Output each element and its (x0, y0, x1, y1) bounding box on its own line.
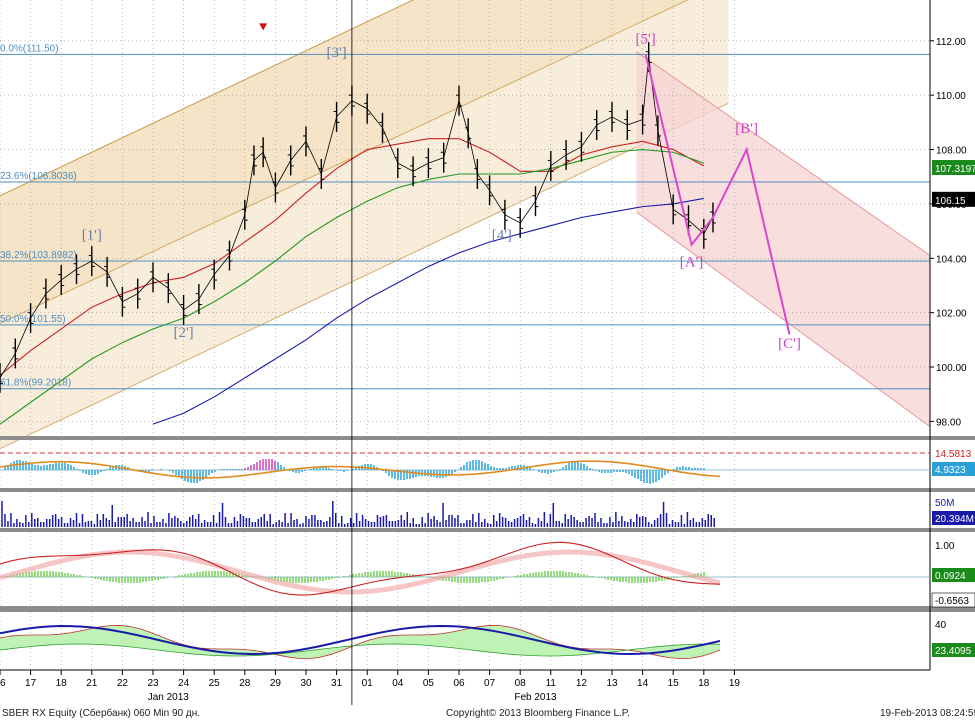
x-tick-label-6: 24 (178, 678, 190, 689)
x-tick-label-2: 18 (56, 678, 68, 689)
footer-center: Copyright© 2013 Bloomberg Finance L.P. (446, 708, 630, 719)
x-tick-label-22: 15 (668, 678, 680, 689)
x-tick-label-5: 23 (147, 678, 159, 689)
fib-label-0: 0.0%(111.50) (0, 43, 59, 54)
x-month-label-1: Feb 2013 (514, 692, 557, 703)
y-tick-label-2: 108.00 (936, 146, 967, 157)
y-tick-label-6: 100.00 (936, 363, 967, 374)
x-tick-label-23: 18 (698, 678, 710, 689)
x-tick-label-17: 08 (515, 678, 527, 689)
x-tick-label-11: 31 (331, 678, 343, 689)
y-tick-label-4: 104.00 (936, 254, 967, 265)
x-tick-label-3: 21 (86, 678, 98, 689)
panel-separator-2 (0, 528, 975, 532)
x-tick-label-24: 19 (729, 678, 741, 689)
volume-badge: 20.394M (935, 514, 974, 525)
macd-badge-bg-1 (931, 592, 975, 608)
series-ma-blue (152, 197, 704, 425)
downtrend-channel-fill (636, 51, 931, 427)
wave-label-2: [3'] (326, 45, 346, 61)
fib-label-4: 61.8%(99.2018) (0, 378, 71, 389)
y-tick-label-5: 102.00 (936, 309, 967, 320)
y-tick-label-7: 98.00 (936, 417, 961, 428)
x-month-label-0: Jan 2013 (148, 692, 190, 703)
wave-projection-path (644, 54, 791, 335)
momentum-badge-bg-1 (932, 462, 975, 476)
fib-label-3: 50.0%(101.55) (0, 314, 66, 325)
macd-line (0, 541, 721, 596)
wave-label-5: [A'] (680, 254, 704, 270)
rsi-badge-bg (932, 643, 975, 657)
y-tick-label-0: 112.00 (936, 37, 966, 48)
y-tick-label-1: 110.00 (936, 91, 966, 102)
x-tick-label-20: 13 (606, 678, 618, 689)
series-price-line (0, 57, 714, 379)
macd-axis-label: 1.00 (935, 541, 955, 552)
momentum-signal-line (0, 460, 721, 479)
x-tick-label-1: 17 (25, 678, 37, 689)
price-badge-bg-0 (932, 160, 975, 176)
x-tick-label-8: 28 (239, 678, 251, 689)
x-tick-label-10: 30 (300, 678, 312, 689)
x-tick-label-18: 11 (546, 678, 557, 689)
footer-right: 19-Feb-2013 08:24:59 (880, 708, 975, 719)
x-tick-label-16: 07 (484, 678, 496, 689)
peak-marker (259, 23, 268, 31)
x-tick-label-14: 05 (423, 678, 435, 689)
rsi-badge: 23.4095 (935, 646, 972, 657)
rsi-axis-label-0: 40 (935, 620, 947, 631)
price-badge-1: 106.15 (935, 196, 966, 207)
uptrend-channel-top (0, 0, 415, 197)
wave-label-7: [C'] (778, 336, 801, 352)
x-tick-label-9: 29 (270, 678, 282, 689)
downtrend-channel-bottom (636, 211, 931, 428)
wave-label-0: [1'] (82, 227, 102, 243)
fib-label-1: 23.6%(106.8036) (0, 171, 77, 182)
x-tick-label-7: 25 (209, 678, 221, 689)
x-tick-label-12: 01 (362, 678, 374, 689)
x-tick-label-13: 04 (392, 678, 404, 689)
panel-separator-3 (0, 606, 975, 612)
macd-badge-1: -0.6563 (935, 596, 969, 607)
panel-separator-1 (0, 488, 975, 492)
volume-axis-label: 50M (935, 498, 954, 509)
wave-label-6: [B'] (735, 121, 758, 137)
momentum-badge-1: 4.9323 (935, 465, 966, 476)
fib-label-2: 38.2%(103.8982) (0, 250, 77, 261)
x-tick-label-4: 22 (117, 678, 129, 689)
footer-left: SBER RX Equity (Сбербанк) 060 Min 90 дн. (2, 708, 200, 719)
macd-badge-bg-0 (932, 568, 975, 582)
x-tick-label-19: 12 (576, 678, 588, 689)
x-tick-label-0: 16 (0, 678, 6, 689)
macd-badge-0: 0.0924 (935, 571, 966, 582)
momentum-badge-0: 14.5813 (935, 449, 972, 460)
wave-label-1: [2'] (173, 325, 193, 341)
uptrend-channel-lower-fill (0, 0, 729, 449)
rsi-line-a (0, 625, 721, 660)
volume-badge-bg (932, 511, 975, 525)
rsi-cloud (0, 625, 720, 659)
downtrend-channel-top (636, 51, 931, 256)
wave-label-4: [5'] (636, 32, 656, 48)
rsi-main-line (0, 625, 721, 656)
wave-label-3: [4'] (492, 227, 512, 243)
panel-separator-0 (0, 436, 975, 440)
x-tick-label-15: 06 (453, 678, 465, 689)
price-badge-bg-1 (932, 191, 975, 207)
x-tick-label-21: 14 (637, 678, 649, 689)
price-badge-0: 107.3197 (935, 164, 975, 175)
